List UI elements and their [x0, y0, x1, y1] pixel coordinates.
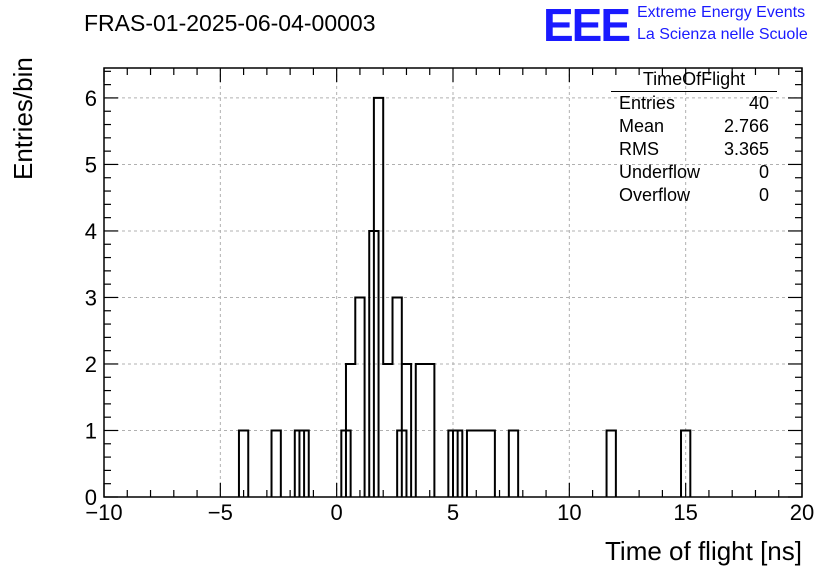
histogram-outline	[237, 96, 692, 497]
x-tick-label: −5	[208, 500, 233, 525]
stats-box: TimeOfFlight Entries 40 Mean 2.766 RMS 3…	[611, 68, 777, 207]
stats-label: Entries	[619, 93, 676, 113]
histogram-bin	[402, 364, 411, 497]
histogram-bin	[346, 364, 355, 497]
stats-value: 3.365	[723, 139, 769, 159]
histogram-bin	[509, 430, 518, 497]
x-tick-label: 0	[331, 500, 343, 525]
run-title: FRAS-01-2025-06-04-00003	[84, 10, 376, 36]
stats-label: Mean	[619, 116, 665, 136]
stats-value: 2.766	[723, 116, 769, 136]
y-tick-label: 1	[85, 418, 97, 443]
histogram-bin	[681, 430, 690, 497]
histogram-bin	[416, 364, 425, 497]
stats-row-overflow: Overflow 0	[611, 184, 777, 207]
histogram-bin	[476, 430, 485, 497]
stats-title: TimeOfFlight	[611, 68, 777, 92]
histogram-bin	[383, 364, 392, 497]
stats-label: Overflow	[619, 185, 691, 205]
stats-value: 0	[758, 162, 769, 182]
histogram-bin	[272, 430, 281, 497]
x-tick-label: 20	[790, 500, 814, 525]
histogram-bin	[374, 98, 383, 497]
stats-row-mean: Mean 2.766	[611, 115, 777, 138]
y-tick-label: 0	[85, 485, 97, 510]
logo-subtitle-2: La Scienza nelle Scuole	[637, 26, 808, 43]
histogram-bars	[237, 96, 692, 497]
histogram-bin	[425, 364, 434, 497]
histogram-bin	[467, 430, 476, 497]
x-tick-label: −10	[85, 500, 122, 525]
y-tick-label: 3	[85, 285, 97, 310]
x-tick-label: 5	[447, 500, 459, 525]
x-tick-label: 10	[557, 500, 581, 525]
stats-value: 0	[758, 185, 769, 205]
stats-value: 40	[748, 93, 769, 113]
y-tick-label: 6	[85, 86, 97, 111]
histogram-bin	[239, 430, 248, 497]
stats-row-entries: Entries 40	[611, 92, 777, 115]
stats-row-rms: RMS 3.365	[611, 138, 777, 161]
stats-label: RMS	[619, 139, 659, 159]
tick-labels: −10 −5 0 5 10 15 20 0 1 2 3 4 5 6	[85, 86, 814, 525]
stats-label: Underflow	[619, 162, 701, 182]
x-tick-label: 15	[673, 500, 697, 525]
logo-subtitle-1: Extreme Energy Events	[637, 4, 806, 21]
stats-row-underflow: Underflow 0	[611, 161, 777, 184]
y-tick-label: 2	[85, 352, 97, 377]
y-tick-label: 5	[85, 152, 97, 177]
axis-ticks	[103, 68, 803, 498]
histogram-bin	[453, 430, 462, 497]
y-axis-title: Entries/bin	[8, 57, 38, 180]
y-tick-label: 4	[85, 219, 97, 244]
histogram-bin	[486, 430, 495, 497]
eee-logo: EEE	[543, 0, 631, 51]
histogram-bin	[299, 430, 308, 497]
x-axis-title: Time of flight [ns]	[605, 536, 802, 566]
histogram-bin	[355, 297, 364, 497]
histogram-bin	[607, 430, 616, 497]
